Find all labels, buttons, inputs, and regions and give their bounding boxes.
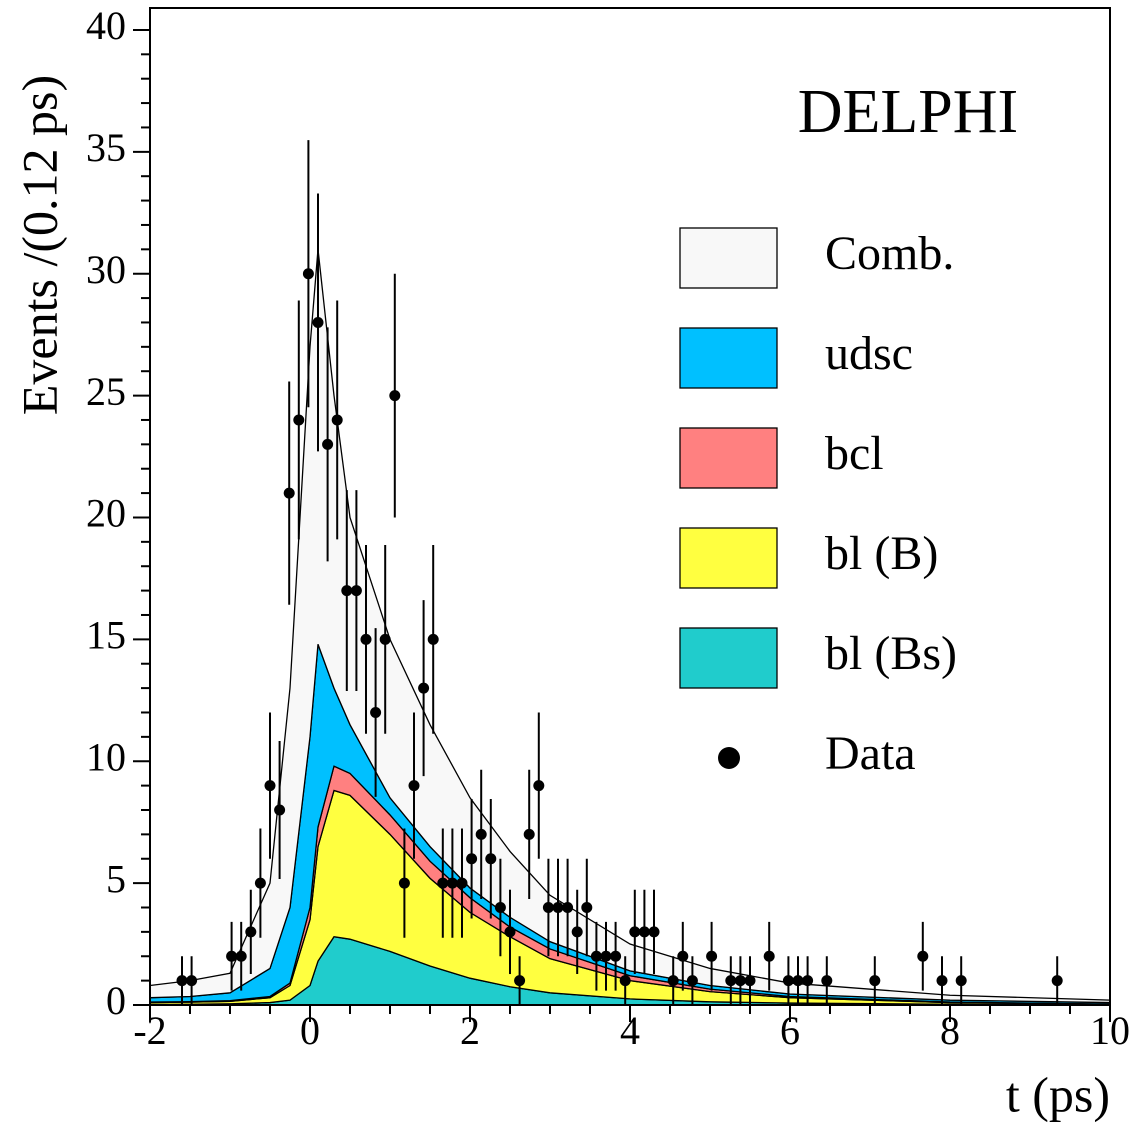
- data-point: [552, 901, 564, 913]
- data-point: [370, 706, 382, 718]
- data-point: [427, 633, 439, 645]
- data-point: [254, 877, 266, 889]
- data-point: [226, 950, 238, 962]
- legend-swatch: [679, 427, 778, 489]
- data-point: [533, 780, 545, 792]
- y-tick-label: 30: [86, 247, 126, 292]
- data-point: [456, 877, 468, 889]
- data-point: [514, 975, 526, 987]
- data-point: [245, 926, 257, 938]
- data-point: [802, 975, 814, 987]
- x-tick-label: 0: [300, 1008, 320, 1053]
- legend-swatch: [679, 627, 778, 689]
- data-point: [571, 926, 583, 938]
- x-axis-label: t (ps): [1006, 1066, 1110, 1122]
- data-point: [485, 853, 497, 865]
- data-point: [293, 414, 305, 426]
- data-point: [725, 975, 737, 987]
- data-point: [936, 975, 948, 987]
- data-point: [322, 438, 334, 450]
- y-tick-label: 15: [86, 613, 126, 658]
- data-point: [869, 975, 881, 987]
- data-point: [379, 633, 391, 645]
- x-tick-label: 6: [780, 1008, 800, 1053]
- data-point: [274, 804, 286, 816]
- data-point: [446, 877, 458, 889]
- data-point: [504, 926, 516, 938]
- x-tick-label: 10: [1090, 1008, 1130, 1053]
- data-point: [955, 975, 967, 987]
- data-point: [341, 585, 353, 597]
- data-point: [667, 975, 679, 987]
- data-point: [360, 633, 372, 645]
- data-point: [494, 901, 506, 913]
- x-tick-label: 4: [620, 1008, 640, 1053]
- y-tick-label: 25: [86, 369, 126, 414]
- y-tick-label: 20: [86, 491, 126, 536]
- y-tick-label: 35: [86, 125, 126, 170]
- legend-label: Comb.: [825, 227, 954, 280]
- data-point: [917, 950, 929, 962]
- y-axis-label: Events /(0.12 ps): [11, 75, 67, 415]
- data-point: [744, 975, 756, 987]
- data-point: [389, 390, 401, 402]
- data-point: [706, 950, 718, 962]
- legend-label: bl (B): [825, 527, 938, 580]
- data-point: [562, 901, 574, 913]
- legend-swatch: [679, 527, 778, 589]
- data-point: [350, 585, 362, 597]
- legend-label: bcl: [825, 427, 884, 480]
- data-point: [398, 877, 410, 889]
- data-point: [763, 950, 775, 962]
- data-point: [235, 950, 247, 962]
- data-point: [283, 487, 295, 499]
- legend-label: bl (Bs): [825, 627, 957, 680]
- data-point: [648, 926, 660, 938]
- data-point: [619, 975, 631, 987]
- data-point: [677, 950, 689, 962]
- data-point: [302, 268, 314, 280]
- data-point: [734, 975, 746, 987]
- data-point: [437, 877, 449, 889]
- data-point: [475, 828, 487, 840]
- legend-marker: [718, 747, 740, 769]
- x-tick-label: 8: [940, 1008, 960, 1053]
- data-point: [629, 926, 641, 938]
- data-point: [523, 828, 535, 840]
- legend-label: udsc: [825, 327, 913, 380]
- data-point: [610, 950, 622, 962]
- data-point: [590, 950, 602, 962]
- y-tick-label: 10: [86, 734, 126, 779]
- data-point: [264, 780, 276, 792]
- data-point: [600, 950, 612, 962]
- data-point: [792, 975, 804, 987]
- data-point: [176, 975, 188, 987]
- chart-title: DELPHI: [798, 78, 1018, 146]
- x-tick-label: -2: [133, 1008, 166, 1053]
- data-point: [466, 853, 478, 865]
- legend-swatch: [679, 327, 778, 389]
- data-point: [686, 975, 698, 987]
- data-point: [821, 975, 833, 987]
- data-point: [418, 682, 430, 694]
- x-tick-label: 2: [460, 1008, 480, 1053]
- y-tick-label: 40: [86, 3, 126, 48]
- data-point: [1051, 975, 1063, 987]
- legend-label: Data: [825, 727, 916, 780]
- y-tick-label: 5: [106, 856, 126, 901]
- data-point: [186, 975, 198, 987]
- data-point: [782, 975, 794, 987]
- data-point: [542, 901, 554, 913]
- data-point: [331, 414, 343, 426]
- data-point: [581, 901, 593, 913]
- legend-swatch: [679, 227, 778, 289]
- data-point: [312, 316, 324, 328]
- data-point: [638, 926, 650, 938]
- data-point: [408, 780, 420, 792]
- y-tick-label: 0: [106, 978, 126, 1023]
